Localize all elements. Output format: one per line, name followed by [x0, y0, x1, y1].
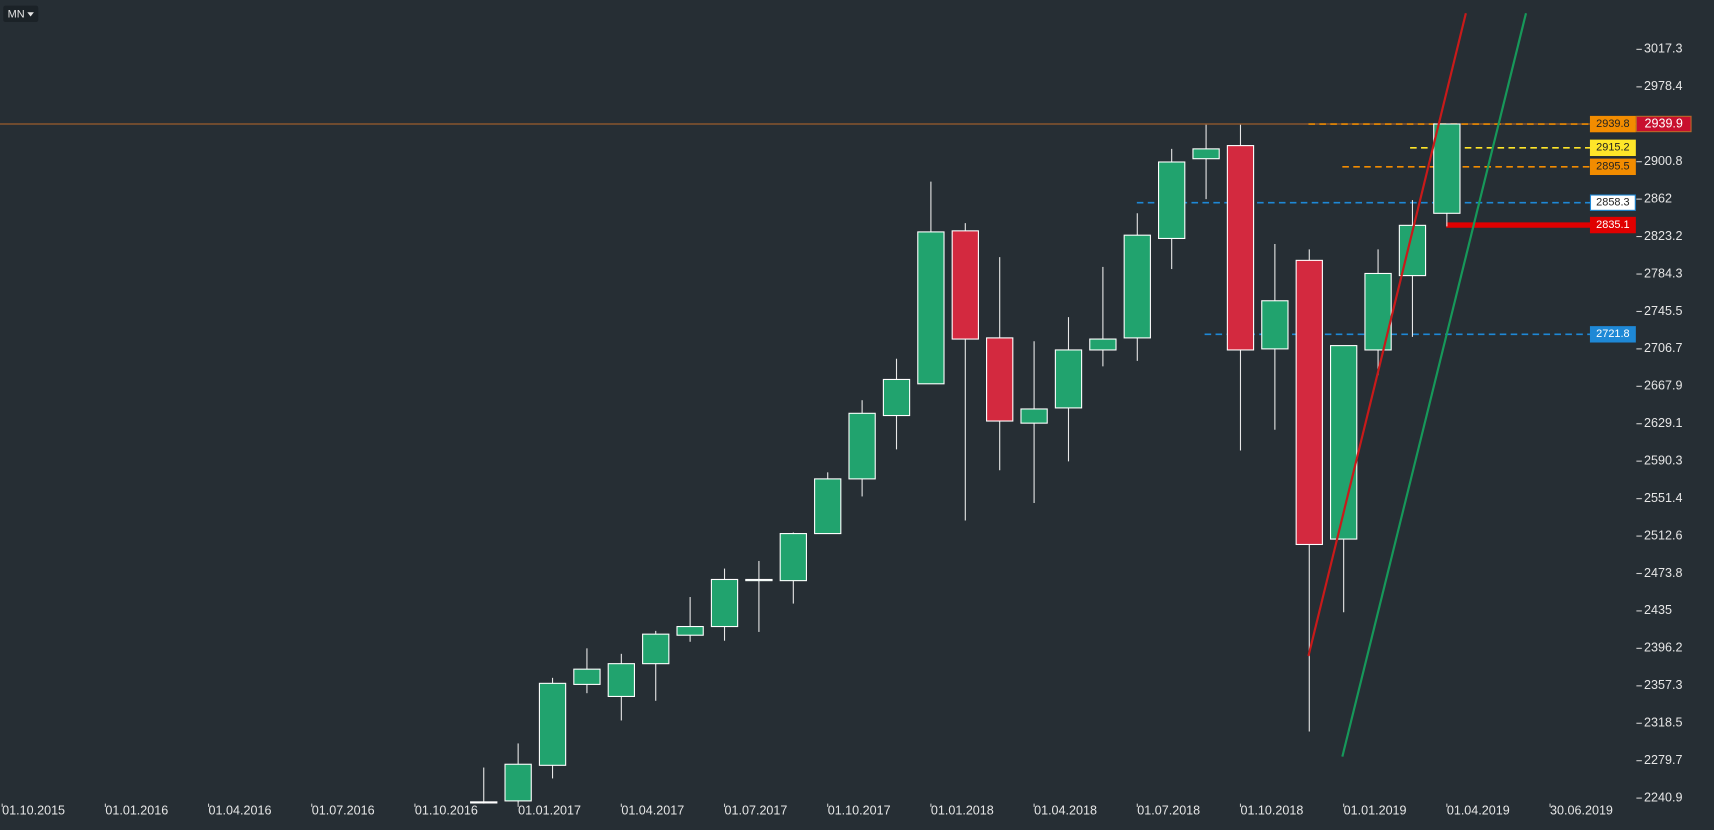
x-tick-label: 01.01.2018: [931, 804, 994, 818]
x-tick-label: 01.04.2018: [1034, 804, 1097, 818]
y-tick-label: 2279.7: [1644, 753, 1682, 767]
candle-body: [1295, 259, 1323, 546]
candle-body: [951, 230, 979, 340]
y-tick-label: 2706.7: [1644, 341, 1682, 355]
y-tick-label: 2745.5: [1644, 304, 1682, 318]
y-tick-label: 2240.9: [1644, 790, 1682, 804]
y-tick-label: 2978.4: [1644, 79, 1682, 93]
y-tick-label: 2590.3: [1644, 453, 1682, 467]
candle-body: [1330, 345, 1358, 540]
x-tick-label: 01.04.2017: [621, 804, 684, 818]
y-tick-label: 2473.8: [1644, 566, 1682, 580]
x-tick-label: 30.06.2019: [1550, 804, 1613, 818]
candle-body: [814, 478, 842, 535]
x-tick-label: 01.04.2016: [209, 804, 272, 818]
candle-body: [1364, 272, 1392, 351]
y-tick-label: 2512.6: [1644, 528, 1682, 542]
x-tick-label: 01.10.2017: [828, 804, 891, 818]
x-tick-label: 01.01.2016: [105, 804, 168, 818]
timeframe-selector[interactable]: MN: [3, 5, 39, 23]
level-label: 2939.8: [1596, 118, 1629, 130]
y-tick-label: 2435: [1644, 603, 1672, 617]
candle-body: [848, 412, 876, 480]
candle-body: [986, 337, 1014, 422]
trend-line: [1341, 13, 1528, 757]
x-tick-label: 01.01.2017: [518, 804, 581, 818]
y-tick-label: 2823.2: [1644, 229, 1682, 243]
candle-body: [1158, 161, 1186, 240]
candle-body: [642, 633, 670, 665]
candle-body: [1261, 300, 1289, 350]
level-label-box: [1589, 139, 1636, 157]
x-tick-label: 01.10.2016: [415, 804, 478, 818]
level-label: 2721.8: [1596, 328, 1629, 340]
y-tick-label: 2784.3: [1644, 266, 1682, 280]
x-tick-label: 01.10.2018: [1240, 804, 1303, 818]
axes: 3017.3 2978.4 2900.8 2862 2823.2 2784.3 2745.5…: [1, 42, 1682, 818]
level-labels: 2939.9 2939.8 2915.2 2895.5 2858.3 2835.1 2721…: [1589, 115, 1692, 343]
x-tick-label: 01.07.2016: [312, 804, 375, 818]
y-tick-label: 2900.8: [1644, 154, 1682, 168]
candle-body: [1192, 148, 1220, 160]
y-tick-label: 2357.3: [1644, 678, 1682, 692]
candle-body: [745, 578, 773, 582]
candle-body: [1226, 145, 1255, 351]
candle-body: [573, 668, 601, 685]
y-tick-label: 2318.5: [1644, 716, 1682, 730]
y-tick-label: 3017.3: [1644, 42, 1682, 56]
candle-body: [1123, 234, 1151, 339]
level-label: 2835.1: [1596, 219, 1629, 231]
candle-body: [1433, 123, 1461, 214]
candle-body: [1054, 349, 1083, 409]
x-tick-label: 01.04.2019: [1447, 804, 1510, 818]
x-tick-label: 01.10.2015: [2, 804, 65, 818]
candle-body: [607, 663, 635, 698]
x-tick-label: 01.07.2017: [725, 804, 788, 818]
level-label: 2915.2: [1596, 142, 1629, 154]
level-label-box: [1589, 194, 1636, 211]
x-tick-label: 01.01.2019: [1344, 804, 1407, 818]
candle-body: [779, 533, 807, 582]
levels: [0, 123, 1637, 336]
y-tick-label: 2862: [1644, 191, 1672, 205]
level-label-box: [1635, 115, 1692, 133]
candle-body: [538, 682, 567, 766]
candle-body: [917, 231, 945, 385]
dropdown-arrow[interactable]: [27, 12, 34, 17]
level-label-box: [1589, 326, 1636, 343]
candle-body: [676, 625, 704, 636]
candle-body: [882, 378, 911, 417]
candle-body: [504, 763, 532, 802]
trend-line: [1307, 13, 1467, 657]
x-tick-label: 01.07.2018: [1137, 804, 1200, 818]
y-tick-label: 2629.1: [1644, 416, 1682, 430]
level-label-box: [1589, 115, 1636, 133]
timeframe-label[interactable]: MN: [8, 8, 25, 20]
level-label: 2895.5: [1596, 161, 1629, 173]
y-tick-label: 2551.4: [1644, 491, 1682, 505]
level-label: 2858.3: [1596, 197, 1629, 209]
candle-body: [1089, 338, 1117, 351]
candle-body: [470, 801, 498, 804]
y-tick-label: 2667.9: [1644, 379, 1682, 393]
level-label-box: [1589, 158, 1636, 176]
candle-body: [710, 578, 739, 628]
timeframe-box[interactable]: [3, 5, 39, 23]
level-label-box: [1589, 216, 1636, 234]
y-tick-label: 2396.2: [1644, 641, 1682, 655]
candle-body: [1020, 408, 1048, 424]
candles: [470, 123, 1461, 804]
level-label: 2939.9: [1644, 116, 1682, 130]
